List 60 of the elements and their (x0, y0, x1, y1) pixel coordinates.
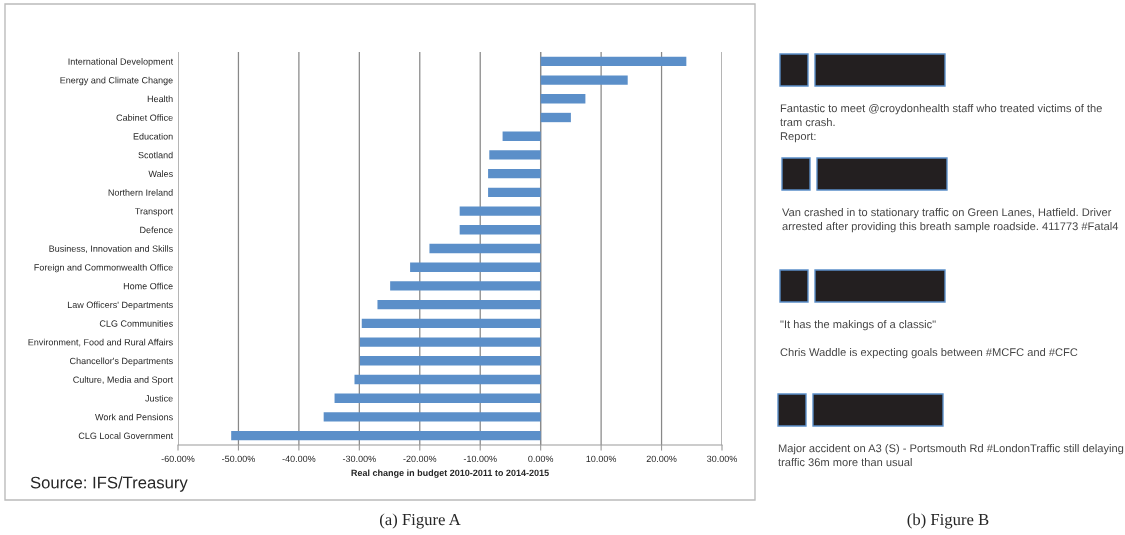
x-tick-label: -40.00% (282, 455, 316, 463)
text: "It has the makings of a classic" Chris Waddle is expecting goals between #MCFC and #CFC (780, 320, 1078, 359)
y-tick-label: Chancellor's Departments (70, 357, 173, 366)
bar (354, 374, 541, 385)
bar (540, 112, 571, 123)
y-tick-label: Work and Pensions (95, 413, 173, 421)
x-tick-label: 0.00% (528, 455, 554, 463)
y-tick-label: Justice (145, 394, 173, 402)
x-axis-title: Real change in budget 2010-2011 to 2014-2015 (351, 469, 549, 478)
y-tick-label: Scotland (138, 151, 173, 159)
text: Van crashed in to stationary traffic on Green Lanes, Hatfield. Driver arrested after providing this breath sample roadside. 411773 #Fatal4 (782, 208, 1119, 233)
bar (540, 56, 687, 67)
x-tick-label: 30.00% (707, 455, 737, 463)
source-note: Source: IFS/Treasury (30, 476, 188, 492)
text: (b) Figure B (907, 513, 989, 529)
text: Fantastic to meet @croydonhealth staff who treated victims of the tram crash. Report: (780, 104, 1102, 143)
bar (489, 150, 541, 160)
y-tick-label: Culture, Media and Sport (73, 376, 174, 385)
x-tick-label: -50.00% (222, 455, 255, 463)
x-tick-label: -20.00% (403, 455, 437, 463)
bar (359, 337, 541, 347)
y-tick-label: CLG Communities (99, 320, 173, 327)
x-tick-label: -10.00% (463, 455, 497, 463)
bar (488, 168, 541, 179)
bar (334, 393, 541, 403)
bar (361, 318, 541, 329)
bar (488, 187, 541, 198)
y-tick-label: Business, Innovation and Skills (49, 245, 173, 253)
bar (540, 94, 586, 104)
y-tick-label: Foreign and Commonwealth Office (34, 263, 173, 273)
bar (410, 262, 541, 272)
y-tick-label: Environment, Food and Rural Affairs (28, 338, 173, 347)
text: Major accident on A3 (S) - Portsmouth Rd #LondonTraffic still delaying traffic 36m more than usual (778, 444, 1124, 467)
x-tick-label: 20.00% (646, 455, 677, 463)
y-tick-label: Transport (135, 208, 174, 217)
y-tick-label: Energy and Climate Change (60, 76, 173, 86)
bar (429, 243, 541, 254)
y-tick-label: Home Office (123, 282, 173, 290)
y-tick-label: Cabinet Office (116, 114, 173, 121)
y-tick-label: Law Officers' Departments (67, 301, 173, 310)
bar (377, 299, 541, 310)
y-tick-label: Defence (140, 226, 173, 234)
bar (323, 412, 541, 422)
bar (540, 75, 628, 85)
bar (459, 225, 541, 235)
bar (459, 206, 541, 216)
x-tick-label: 10.00% (586, 455, 617, 463)
y-tick-label: Education (133, 132, 173, 140)
y-tick-label: Health (147, 95, 173, 103)
bar (502, 131, 541, 141)
y-tick-label: Northern Ireland (108, 189, 173, 196)
x-tick-label: -30.00% (342, 455, 376, 463)
text: (a) Figure A (380, 513, 461, 529)
x-tick-label: -60.00% (161, 455, 195, 463)
bar (231, 430, 541, 441)
bar (359, 356, 541, 366)
y-tick-label: CLG Local Government (78, 432, 174, 439)
bar (390, 281, 541, 291)
y-tick-label: International Development (68, 58, 174, 67)
y-tick-label: Wales (148, 170, 173, 177)
